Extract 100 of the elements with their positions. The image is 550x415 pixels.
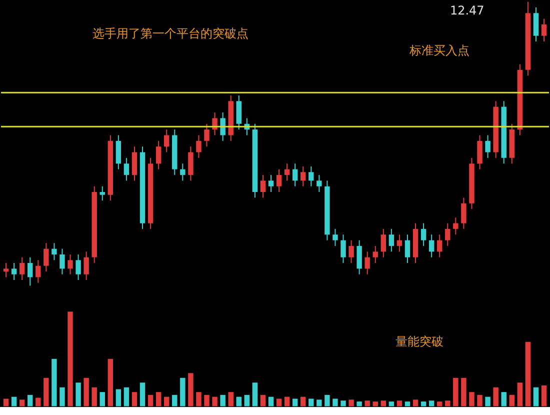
- annotation: 量能突破: [395, 334, 444, 348]
- bar: [44, 378, 49, 406]
- bar: [388, 402, 394, 406]
- bar: [228, 392, 234, 406]
- bar: [461, 378, 466, 406]
- bar: [356, 402, 362, 406]
- bar: [156, 392, 162, 406]
- candlestick: [100, 186, 105, 202]
- candlestick: [76, 254, 81, 281]
- bar: [220, 394, 226, 406]
- bar: [164, 396, 170, 406]
- candlestick: [388, 228, 394, 252]
- bar: [533, 387, 539, 406]
- bar: [469, 392, 474, 406]
- bar: [380, 400, 386, 406]
- candlestick: [477, 134, 482, 170]
- bar: [340, 400, 346, 406]
- candlestick: [276, 168, 282, 192]
- bar: [52, 358, 57, 406]
- candlestick: [196, 134, 202, 158]
- bar: [517, 382, 523, 406]
- bar: [396, 400, 402, 406]
- bar: [180, 378, 186, 406]
- bar: [204, 394, 210, 406]
- bar: [525, 342, 531, 406]
- bar: [100, 392, 105, 406]
- candlestick: [340, 234, 346, 264]
- candlestick: [3, 262, 9, 278]
- candlestick: [84, 251, 89, 281]
- candlestick: [428, 234, 434, 258]
- candlestick: [284, 163, 290, 182]
- bar: [108, 358, 114, 406]
- candlestick: [372, 245, 378, 264]
- candlestick: [156, 140, 162, 170]
- candlestick: [212, 112, 218, 136]
- annotation: 12.47: [450, 4, 484, 18]
- candlestick: [348, 240, 354, 264]
- bar: [36, 398, 41, 406]
- candlestick: [380, 228, 386, 258]
- bar: [300, 396, 306, 406]
- bar: [493, 387, 498, 406]
- candlestick: [36, 260, 41, 284]
- candlestick: [60, 248, 65, 275]
- candlestick: [453, 217, 458, 236]
- bar: [132, 392, 138, 406]
- bar: [188, 373, 194, 406]
- candlestick: [11, 262, 17, 281]
- bar: [477, 394, 482, 406]
- bar: [140, 382, 146, 406]
- bar: [420, 402, 426, 406]
- candlestick: [308, 166, 314, 187]
- candlestick: [260, 174, 266, 198]
- candlestick: [52, 242, 57, 261]
- bar: [445, 400, 450, 406]
- candlestick: [19, 256, 25, 281]
- bar: [124, 387, 130, 406]
- bar: [260, 394, 266, 406]
- candlestick: [204, 123, 210, 148]
- bar: [116, 389, 122, 406]
- bar: [364, 400, 370, 406]
- candlestick: [180, 163, 186, 182]
- bar: [196, 392, 202, 406]
- bar: [436, 402, 442, 406]
- candlestick: [292, 163, 298, 187]
- bar: [509, 394, 514, 406]
- candlestick: [116, 134, 122, 170]
- bar: [428, 400, 434, 406]
- candlestick: [533, 6, 539, 42]
- candlestick: [436, 234, 442, 258]
- candlestick: [541, 18, 547, 42]
- bar: [236, 396, 242, 406]
- bar: [332, 398, 338, 406]
- bar: [404, 402, 410, 406]
- bar: [92, 387, 97, 406]
- bar: [3, 398, 9, 406]
- annotation: 选手用了第一个平台的突破点: [92, 26, 248, 41]
- candlestick: [404, 234, 410, 264]
- bar: [284, 396, 290, 406]
- bar: [292, 398, 298, 406]
- candlestick: [124, 157, 130, 182]
- bar: [60, 387, 65, 406]
- bar: [68, 312, 73, 406]
- bar: [244, 394, 250, 406]
- bar: [412, 400, 418, 406]
- candlestick: [356, 240, 362, 275]
- bar: [268, 396, 274, 406]
- candlestick: [445, 222, 450, 246]
- candlestick: [236, 94, 242, 130]
- candlestick: [44, 242, 49, 272]
- bar: [372, 402, 378, 406]
- bar: [453, 378, 458, 406]
- bar: [19, 400, 25, 406]
- candlestick: [27, 256, 33, 286]
- candlestick: [316, 174, 322, 192]
- bar: [172, 394, 178, 406]
- candlestick: [461, 197, 466, 230]
- candlestick: [164, 129, 170, 153]
- annotation: 标准买入点: [408, 44, 470, 58]
- bar: [84, 378, 89, 406]
- bar: [541, 385, 547, 406]
